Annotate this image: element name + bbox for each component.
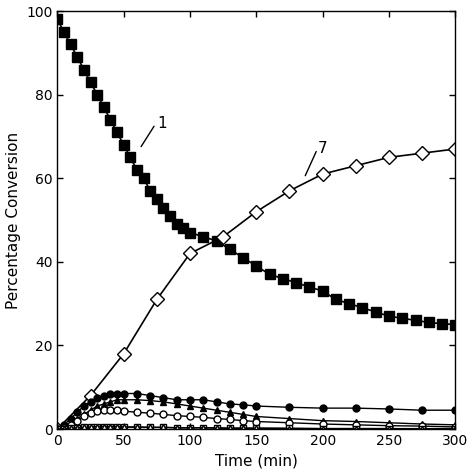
Text: 7: 7 bbox=[318, 141, 327, 156]
X-axis label: Time (min): Time (min) bbox=[215, 454, 298, 468]
Y-axis label: Percentage Conversion: Percentage Conversion bbox=[6, 131, 20, 309]
Text: 1: 1 bbox=[157, 117, 166, 131]
